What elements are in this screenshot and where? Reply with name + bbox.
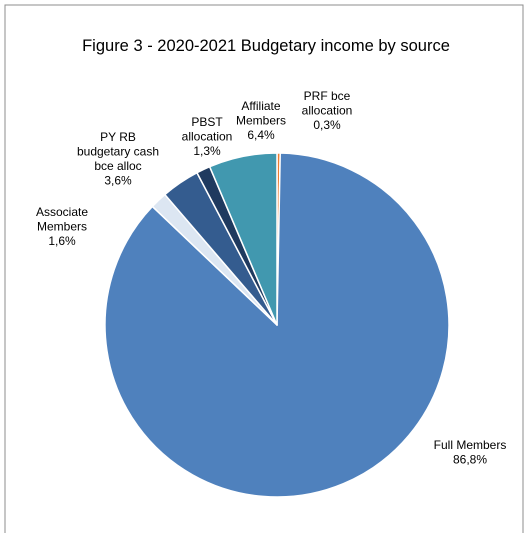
chart-border [4, 4, 524, 533]
pie-slices [104, 152, 450, 498]
chart-title: Figure 3 - 2020-2021 Budgetary income by… [82, 37, 450, 55]
data-label: Affiliate Members 6,4% [236, 99, 286, 142]
data-label: Full Members 86,8% [434, 438, 507, 467]
data-label: Associate Members 1,6% [36, 205, 88, 248]
data-label: PRF bce allocation 0,3% [302, 89, 353, 132]
pie-labels: PRF bce allocation 0,3% Full Members 86,8% As… [36, 89, 506, 467]
data-label: PY RB budgetary cash bce alloc 3,6% [77, 130, 159, 188]
data-label: PBST allocation 1,3% [182, 115, 233, 158]
pie-slice [208, 152, 278, 326]
